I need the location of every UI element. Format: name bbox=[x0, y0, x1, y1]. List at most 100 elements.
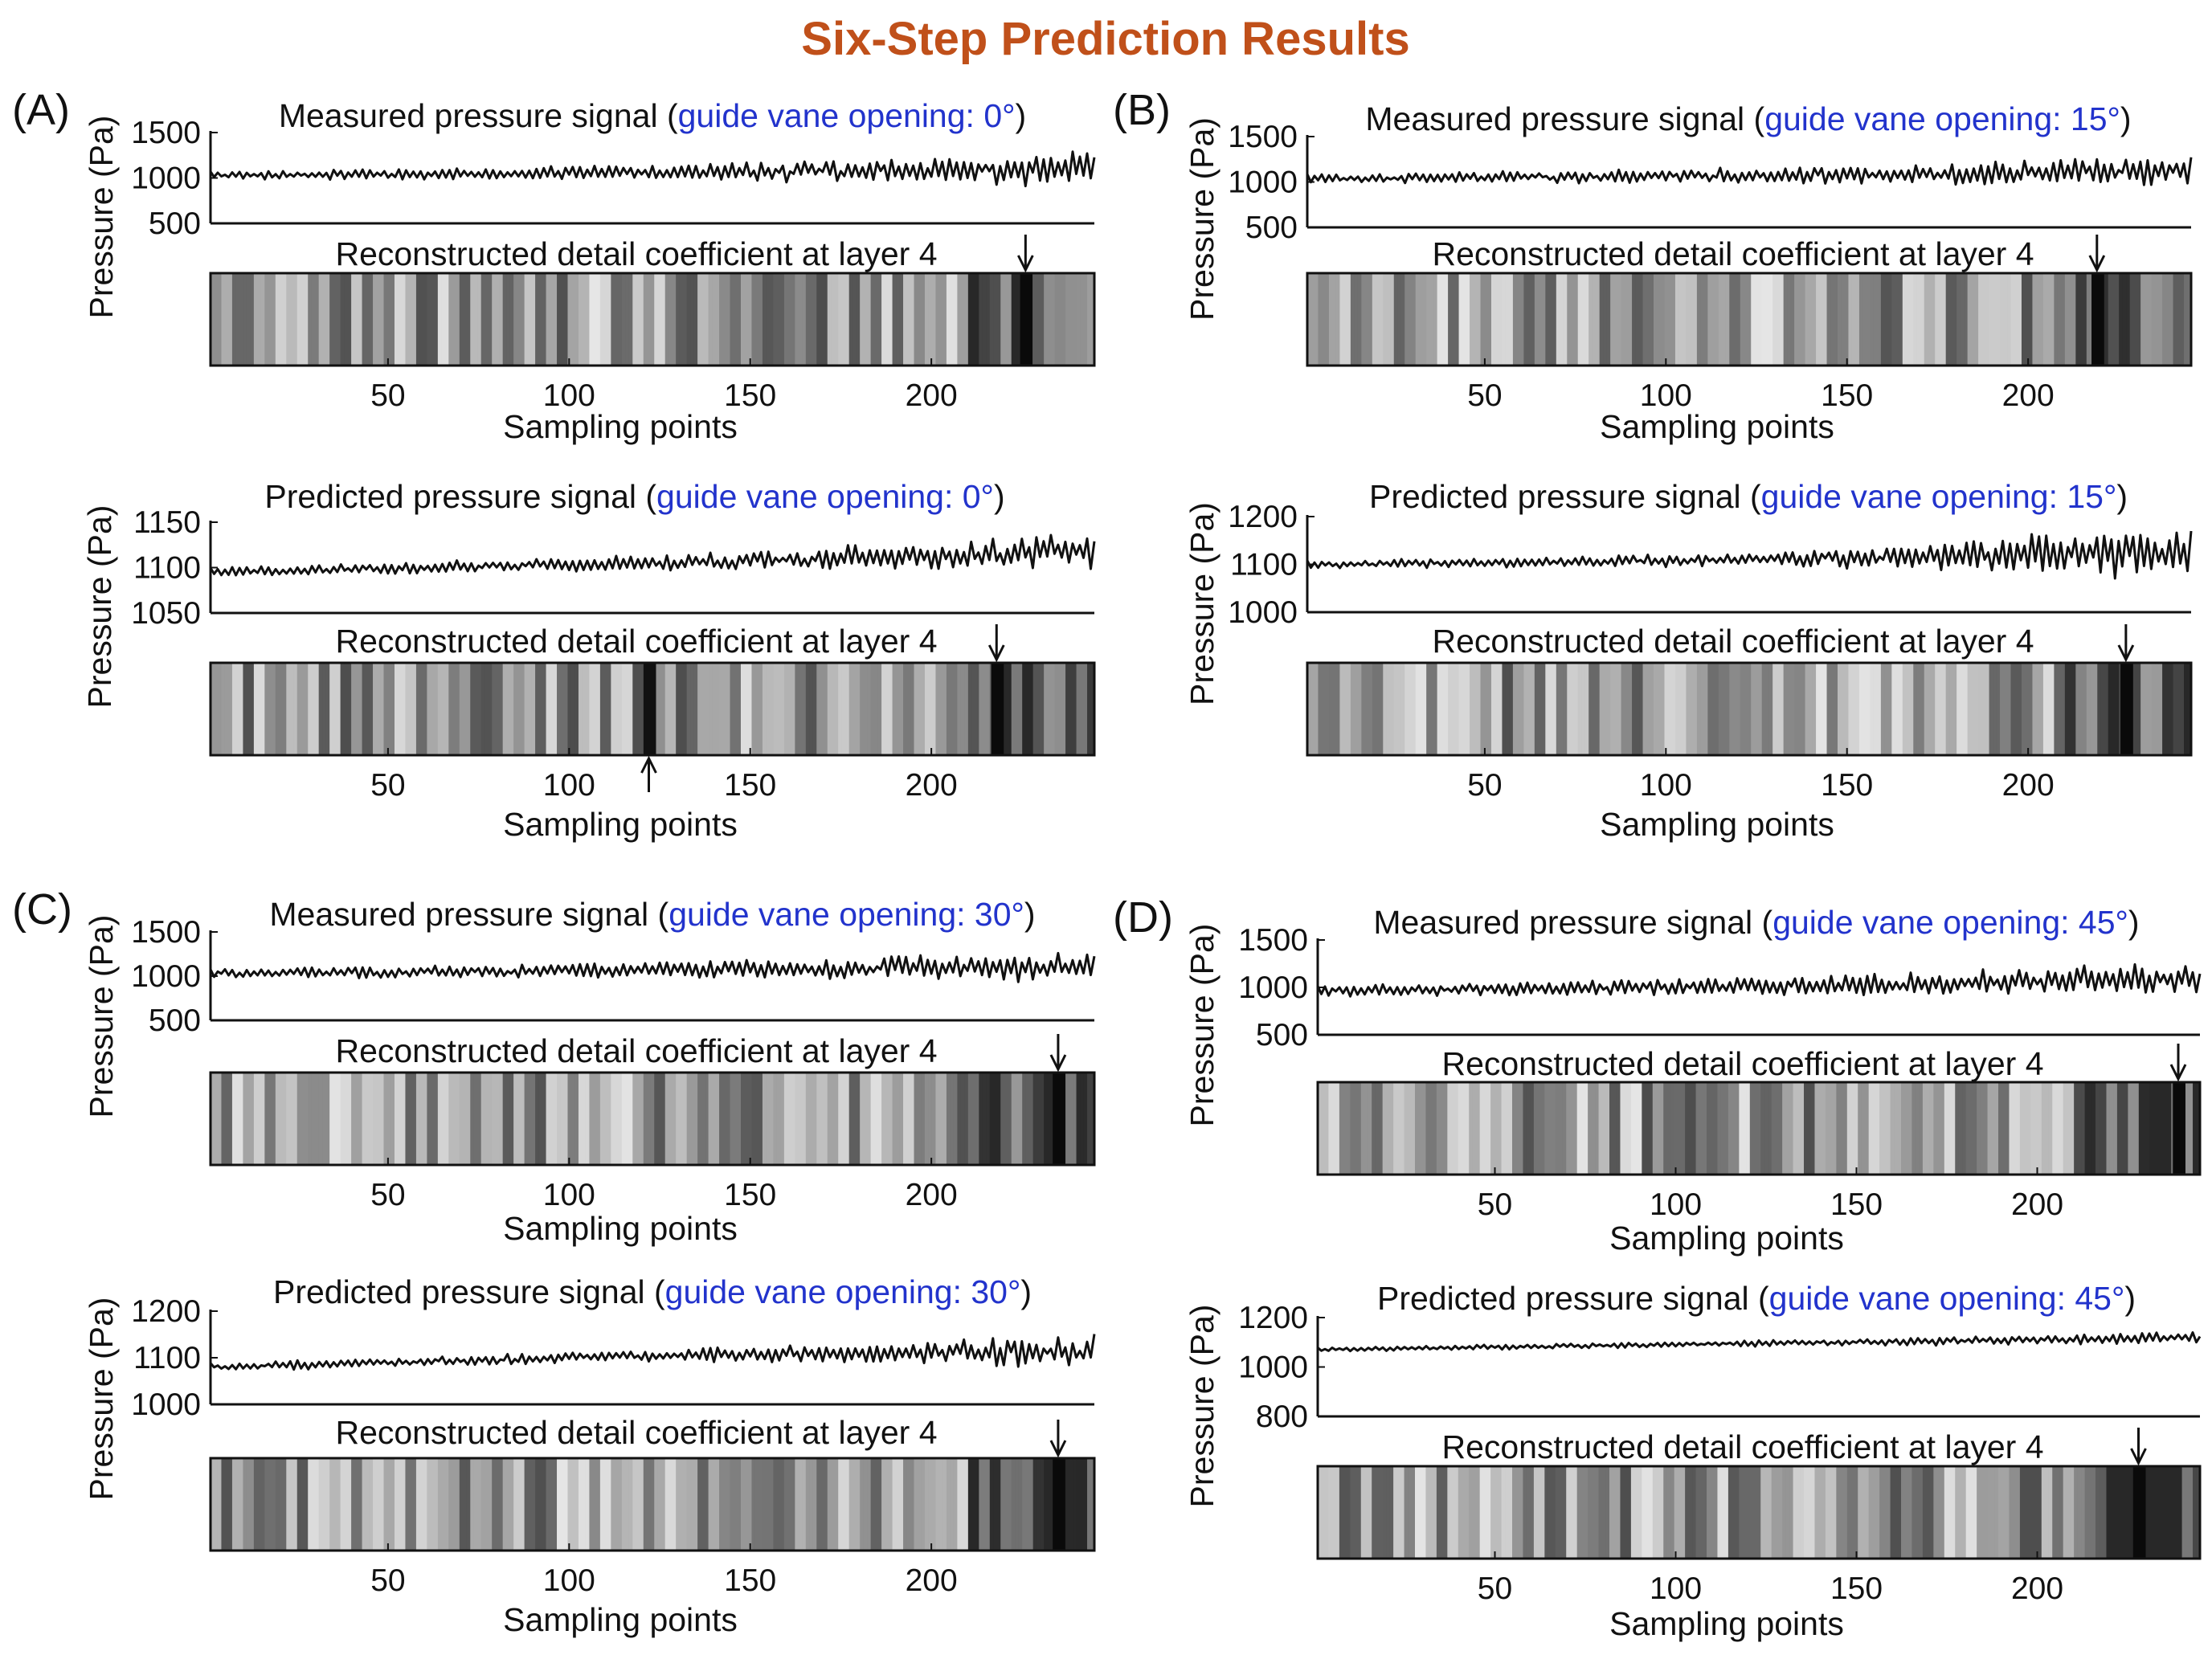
heatmap-cell bbox=[719, 1458, 724, 1551]
heatmap-cell bbox=[664, 1073, 669, 1165]
heatmap-cell bbox=[1919, 1466, 1924, 1559]
heatmap-cell bbox=[1004, 1073, 1008, 1165]
heatmap-cell bbox=[1780, 663, 1785, 755]
heatmap-cell bbox=[1570, 663, 1575, 755]
heatmap-peak-cell bbox=[643, 663, 656, 755]
heatmap-cell bbox=[2151, 663, 2156, 755]
heatmap-cell bbox=[592, 663, 598, 755]
heatmap-cell bbox=[1634, 1082, 1639, 1175]
arrow-head bbox=[2169, 1064, 2187, 1082]
heatmap-cell bbox=[1533, 1466, 1538, 1559]
heatmap-cell bbox=[1711, 273, 1715, 366]
heatmap-cell bbox=[1588, 273, 1593, 366]
heatmap-cell bbox=[640, 663, 644, 755]
heatmap-cell bbox=[1490, 1082, 1495, 1175]
heatmap-cell bbox=[574, 1458, 579, 1551]
heatmap-cell bbox=[596, 1073, 601, 1165]
heatmap-cell bbox=[957, 1073, 962, 1165]
heatmap-cell bbox=[405, 663, 410, 755]
heatmap-cell bbox=[877, 663, 882, 755]
heatmap-cell bbox=[1534, 273, 1539, 366]
heatmap-cell bbox=[390, 663, 395, 755]
heatmap-cell bbox=[2113, 1466, 2118, 1559]
heatmap-cell bbox=[798, 1073, 803, 1165]
heatmap-cell bbox=[1339, 1082, 1343, 1175]
heatmap-cell bbox=[860, 1458, 865, 1551]
heatmap-cell bbox=[473, 273, 478, 366]
heatmap-cell bbox=[1389, 1082, 1394, 1175]
heatmap-cell bbox=[1735, 1466, 1740, 1559]
arrow-head bbox=[640, 755, 657, 774]
heatmap-cell bbox=[380, 273, 385, 366]
heatmap-cell bbox=[473, 663, 478, 755]
heatmap-cell bbox=[1602, 1082, 1607, 1175]
heatmap-cell bbox=[2169, 273, 2174, 366]
heatmap-cell bbox=[2155, 273, 2160, 366]
heatmap-cell bbox=[1899, 273, 1903, 366]
heatmap-cell bbox=[2155, 663, 2160, 755]
heatmap-cell bbox=[1458, 1082, 1462, 1175]
heatmap-cell bbox=[550, 1073, 554, 1165]
heatmap-cell bbox=[697, 273, 702, 366]
heatmap-cell bbox=[1858, 663, 1864, 755]
heatmap-cell bbox=[1310, 273, 1315, 366]
heatmap-cell bbox=[1372, 1466, 1376, 1559]
heatmap-cell bbox=[243, 273, 247, 366]
heatmap-cell bbox=[570, 273, 576, 366]
heatmap-cell bbox=[2177, 273, 2181, 366]
heatmap-cell bbox=[1787, 273, 1792, 366]
heatmap-cell bbox=[2149, 1082, 2154, 1175]
heatmap-cell bbox=[1928, 663, 1932, 755]
heatmap-cell bbox=[1465, 1466, 1470, 1559]
heatmap-cell bbox=[448, 1458, 453, 1551]
heatmap-cell bbox=[1674, 1082, 1678, 1175]
heatmap-cell bbox=[783, 1073, 788, 1165]
heatmap-cell bbox=[1805, 663, 1809, 755]
heatmap-cell bbox=[747, 1073, 753, 1165]
heatmap-cell bbox=[246, 273, 251, 366]
heatmap-cell bbox=[856, 1073, 861, 1165]
heatmap-cell bbox=[250, 273, 255, 366]
y-tick-label: 500 bbox=[149, 206, 201, 241]
heatmap-cell bbox=[1956, 273, 1961, 366]
heatmap-title: Reconstructed detail coefficient at laye… bbox=[1432, 235, 2034, 272]
heatmap-cell bbox=[1645, 1082, 1650, 1175]
heatmap-cell bbox=[754, 1458, 760, 1551]
heatmap-cell bbox=[1977, 1466, 1981, 1559]
heatmap-cell bbox=[1599, 273, 1604, 366]
heatmap-cell bbox=[1933, 1466, 1938, 1559]
heatmap-cell bbox=[1462, 273, 1467, 366]
heatmap-cell bbox=[693, 1458, 698, 1551]
subplot-d-measured: (D) Measured pressure signal (guide vane … bbox=[1113, 893, 2202, 1257]
heatmap-cell bbox=[1952, 273, 1957, 366]
heatmap-cell bbox=[373, 1458, 378, 1551]
heatmap-cell bbox=[1720, 1466, 1726, 1559]
heatmap-cell bbox=[993, 1458, 998, 1551]
heatmap-cell bbox=[1715, 663, 1719, 755]
heatmap-cell bbox=[308, 273, 313, 366]
heatmap-cell bbox=[1749, 1082, 1754, 1175]
heatmap-cell bbox=[881, 1458, 886, 1551]
heatmap-cell bbox=[1897, 1466, 1902, 1559]
heatmap-cell bbox=[1822, 1082, 1826, 1175]
heatmap-cell bbox=[351, 1458, 356, 1551]
y-tick-label: 1100 bbox=[1230, 548, 1298, 582]
heatmap-cell bbox=[599, 1073, 604, 1165]
heatmap-cell bbox=[517, 1458, 521, 1551]
heatmap-cell bbox=[390, 273, 395, 366]
heatmap-cell bbox=[2142, 1082, 2147, 1175]
heatmap-cell bbox=[1372, 1082, 1376, 1175]
heatmap-cell bbox=[967, 1073, 972, 1165]
x-tick-label: 50 bbox=[1467, 378, 1502, 413]
arrow-head bbox=[2130, 1448, 2147, 1466]
heatmap-cell bbox=[903, 273, 908, 366]
heatmap-cell bbox=[1911, 1082, 1916, 1175]
heatmap-cell bbox=[690, 663, 695, 755]
heatmap-cell bbox=[870, 663, 875, 755]
heatmap-cell bbox=[1581, 273, 1586, 366]
x-tick-label: 150 bbox=[724, 378, 776, 413]
heatmap-cell bbox=[434, 1458, 439, 1551]
heatmap-cell bbox=[1804, 1082, 1809, 1175]
heatmap-cell bbox=[557, 1458, 562, 1551]
heatmap-cell bbox=[754, 663, 760, 755]
